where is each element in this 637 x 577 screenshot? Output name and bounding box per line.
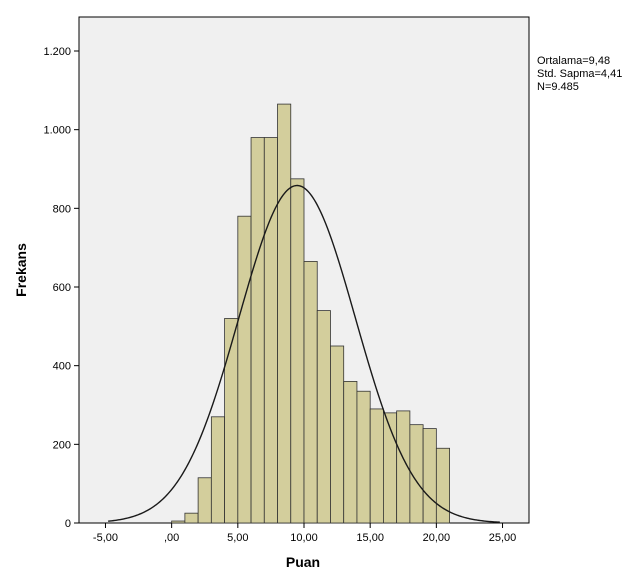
histogram-bar (277, 103, 292, 524)
normal-curve (108, 184, 500, 523)
x-tick-label: 20,00 (423, 532, 451, 544)
x-tick-label: 25,00 (489, 532, 517, 544)
histogram-bar (237, 215, 252, 524)
histogram-bar (184, 512, 199, 524)
histogram-bar (263, 137, 278, 524)
x-axis-title: Puan (286, 554, 320, 570)
histogram-bar (422, 428, 437, 524)
y-tick-label: 200 (53, 439, 71, 451)
histogram-bar (316, 310, 331, 524)
histogram-bar (224, 318, 239, 524)
y-tick-label: 1.000 (43, 125, 71, 137)
y-tick-label: 800 (53, 203, 71, 215)
histogram-bar (303, 261, 318, 524)
x-tick-label: ,00 (164, 532, 179, 544)
x-tick-label: -5,00 (93, 532, 118, 544)
stats-legend: Ortalama=9,48 Std. Sapma=4,41 N=9.485 (537, 55, 622, 94)
histogram-bar (356, 390, 371, 524)
histogram-bars (171, 103, 450, 524)
x-tick-label: 15,00 (356, 532, 384, 544)
x-tick-label: 10,00 (290, 532, 318, 544)
y-tick-label: 1.200 (43, 46, 71, 58)
histogram-bar (250, 137, 265, 524)
histogram-bar (197, 477, 212, 524)
histogram-bar (435, 447, 450, 524)
y-tick-label: 400 (53, 361, 71, 373)
y-axis-title: Frekans (13, 243, 29, 297)
y-tick-label: 600 (53, 282, 71, 294)
histogram-bar (210, 416, 225, 524)
histogram-bar (369, 408, 384, 524)
histogram-bar (343, 380, 358, 524)
histogram-bar (171, 520, 186, 524)
x-tick-label: 5,00 (227, 532, 248, 544)
y-axis: 0 200 400 600 800 1.000 1.200 (43, 46, 79, 530)
histogram-bar (330, 345, 345, 524)
stat-sd: Std. Sapma=4,41 (537, 68, 623, 80)
x-axis: -5,00 ,00 5,00 10,00 15,00 20,00 25,00 (93, 523, 516, 544)
stat-n: N=9.485 (537, 81, 579, 93)
histogram-bar (290, 178, 305, 524)
stat-mean: Ortalama=9,48 (537, 55, 611, 67)
y-tick-label: 0 (65, 518, 71, 530)
